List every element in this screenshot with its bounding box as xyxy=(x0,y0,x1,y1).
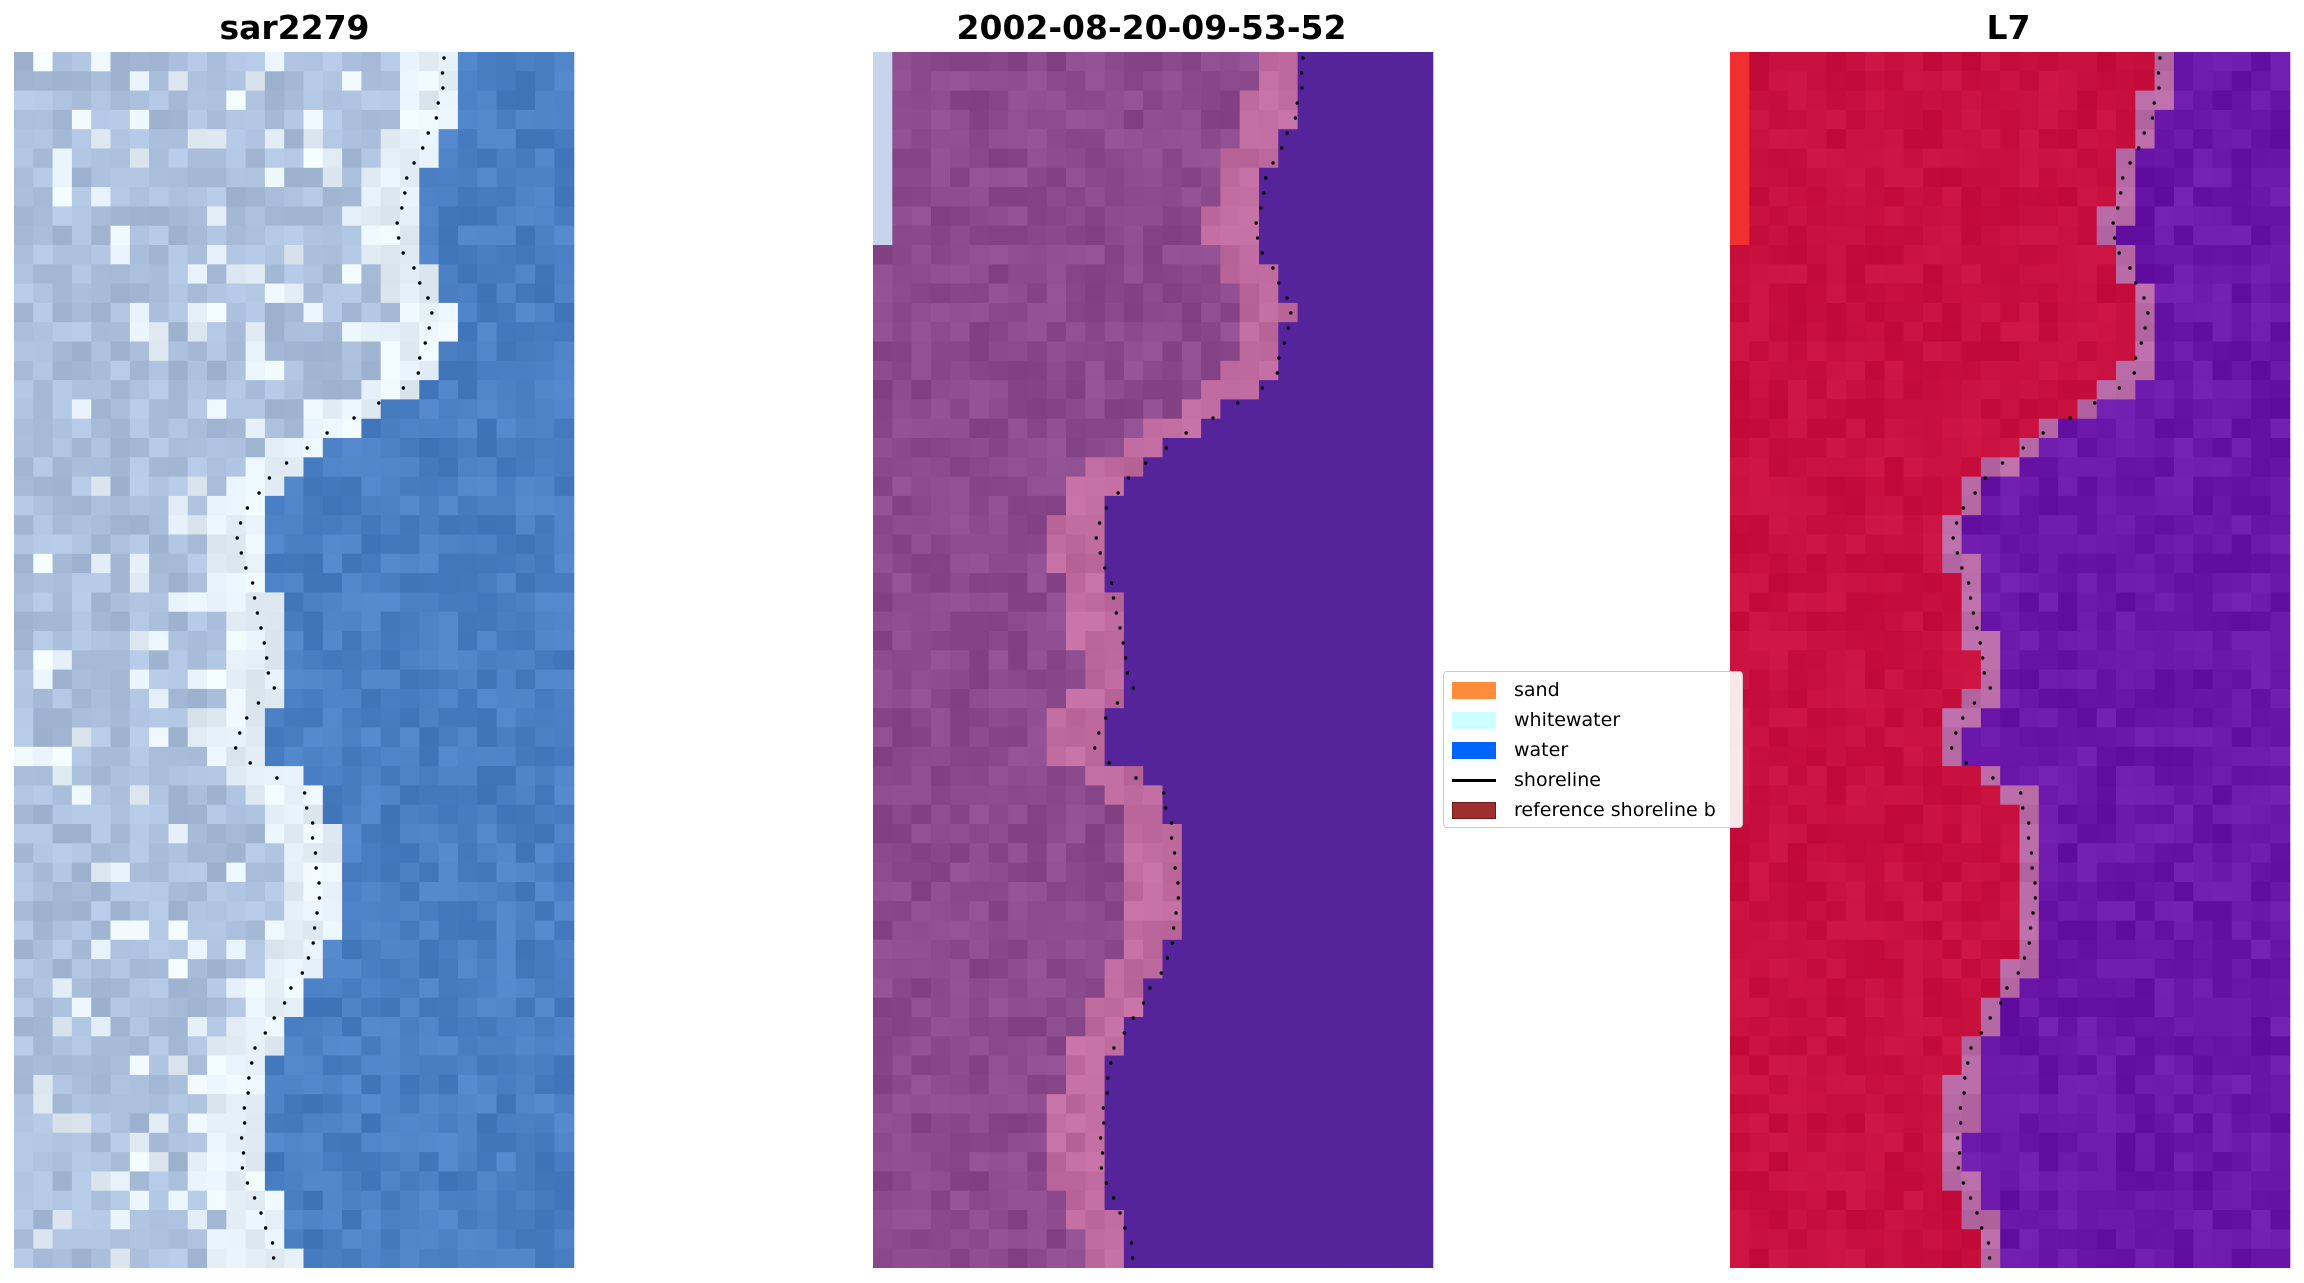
shoreline-dots xyxy=(1949,56,2162,1260)
shoreline-dots xyxy=(233,56,446,1260)
legend-box: sand whitewater water shoreline referenc… xyxy=(1443,671,1743,828)
false-color-image xyxy=(873,52,1434,1268)
panel-title-3: L7 xyxy=(1986,8,2031,47)
legend-item-shoreline: shoreline xyxy=(1452,768,1601,792)
legend-swatch-reference-shoreline xyxy=(1452,801,1496,819)
legend-swatch-water xyxy=(1452,741,1496,759)
satellite-image-panel xyxy=(14,52,575,1268)
classified-image xyxy=(1730,52,2291,1268)
shoreline-dots xyxy=(1092,56,1305,1260)
legend-item-sand: sand xyxy=(1452,678,1560,702)
false-color-image-panel xyxy=(873,52,1434,1268)
legend-item-reference-shoreline: reference shoreline b xyxy=(1452,798,1716,822)
panel-title-1: sar2279 xyxy=(219,8,370,47)
legend-label-sand: sand xyxy=(1514,679,1560,701)
legend-label-reference-shoreline: reference shoreline b xyxy=(1514,799,1716,821)
legend-item-water: water xyxy=(1452,738,1568,762)
legend-label-shoreline: shoreline xyxy=(1514,769,1601,791)
legend-swatch-shoreline xyxy=(1452,778,1496,782)
legend-label-whitewater: whitewater xyxy=(1514,709,1621,731)
true-color-image xyxy=(14,52,575,1268)
legend-swatch-whitewater xyxy=(1452,711,1496,729)
legend-item-whitewater: whitewater xyxy=(1452,708,1620,732)
classified-image-panel xyxy=(1730,52,2291,1268)
legend-label-water: water xyxy=(1514,739,1569,761)
legend-swatch-sand xyxy=(1452,681,1496,699)
panel-title-2: 2002-08-20-09-53-52 xyxy=(956,8,1347,47)
